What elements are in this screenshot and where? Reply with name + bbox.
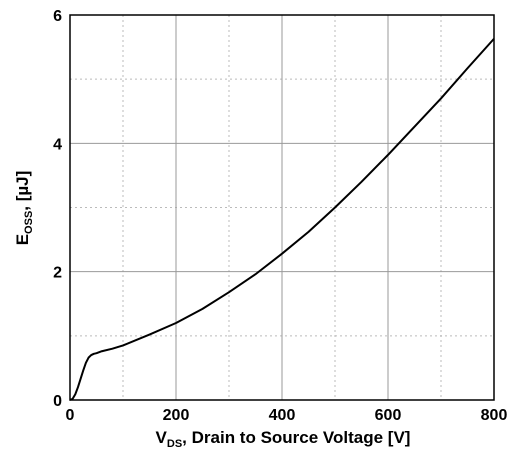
x-tick-label: 0	[66, 407, 75, 424]
x-tick-label: 400	[269, 407, 296, 424]
x-axis-label-main: V	[156, 428, 168, 447]
tick-labels: 0 200 400 600 800 0 2 4 6	[53, 8, 507, 424]
x-axis-label: VDS, Drain to Source Voltage [V]	[156, 428, 411, 450]
y-tick-label: 0	[53, 393, 62, 410]
y-axis-label: EOSS, [µJ]	[13, 171, 35, 246]
x-tick-label: 600	[375, 407, 402, 424]
x-tick-label: 200	[163, 407, 190, 424]
y-axis-label-main: E	[13, 234, 32, 245]
grid-lines	[69, 14, 495, 401]
x-axis-label-rest: , Drain to Source Voltage [V]	[182, 428, 410, 447]
x-axis-label-sub: DS	[167, 438, 182, 450]
y-tick-label: 6	[53, 8, 62, 25]
y-axis-label-sub: OSS	[23, 211, 35, 234]
y-tick-label: 4	[53, 136, 62, 153]
x-tick-label: 800	[481, 407, 508, 424]
plot-area	[69, 38, 495, 401]
y-tick-label: 2	[53, 265, 62, 282]
eoss-curve-line	[69, 38, 495, 401]
y-axis-label-rest: , [µJ]	[13, 171, 32, 211]
plot-frame	[69, 14, 495, 401]
